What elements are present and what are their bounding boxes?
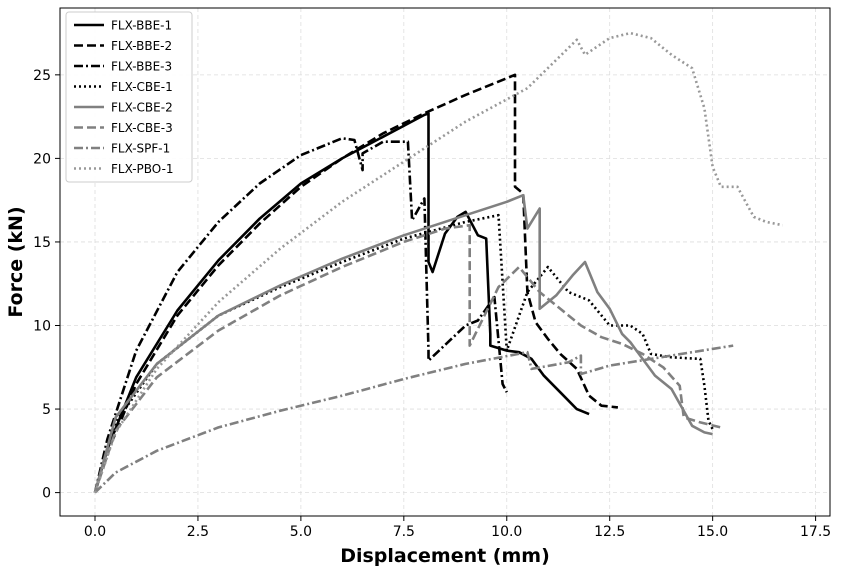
y-tick-label: 15 (33, 235, 51, 251)
x-tick-label: 2.5 (187, 524, 209, 540)
legend-box (65, 11, 193, 183)
y-tick-label: 20 (33, 151, 51, 167)
y-tick-label: 5 (42, 402, 51, 418)
y-axis-label: Force (kN) (5, 206, 27, 317)
grid (60, 8, 830, 516)
legend-entry-label: FLX-CBE-1 (111, 80, 173, 94)
legend-entry-label: FLX-CBE-3 (111, 121, 173, 135)
y-tick-label: 10 (33, 319, 51, 335)
x-tick-label: 7.5 (393, 524, 415, 540)
x-tick-label: 5.0 (290, 524, 312, 540)
series-line-flx-bbe-2 (93, 73, 619, 493)
series-line-flx-cbe-2 (93, 193, 713, 493)
legend-entry-label: FLX-BBE-2 (111, 39, 172, 53)
x-tick-label: 12.5 (594, 524, 625, 540)
series-line-flx-bbe-3 (93, 137, 508, 493)
axes: 0.0 2.5 5.0 7.5 10.0 12.5 15.0 17.5 0 5 10 15 20 25 (33, 68, 831, 540)
series-line-flx-spf-1 (94, 344, 734, 494)
series-line-flx-cbe-3 (93, 223, 722, 494)
y-tick-label: 25 (33, 68, 51, 84)
legend-entry-label: FLX-BBE-1 (111, 19, 172, 33)
x-axis-label: Displacement (mm) (340, 545, 550, 567)
legend-entry-label: FLX-CBE-2 (111, 101, 173, 115)
x-tick-label: 15.0 (697, 524, 728, 540)
plot-frame (59, 7, 831, 517)
x-tick-label: 17.5 (800, 524, 831, 540)
series-lines (93, 31, 783, 494)
legend-entry-label: FLX-BBE-3 (111, 60, 172, 74)
series-line-flx-cbe-1 (93, 213, 714, 493)
x-tick-label: 0.0 (84, 524, 106, 540)
x-tick-label: 10.0 (491, 524, 522, 540)
legend: FLX-BBE-1 FLX-BBE-2 FLX-BBE-3 FLX-CBE-1 FLX-… (65, 11, 193, 183)
legend-entry-label: FLX-SPF-1 (111, 142, 170, 156)
y-tick-label: 0 (42, 486, 51, 502)
legend-entry-label: FLX-PBO-1 (111, 162, 174, 176)
